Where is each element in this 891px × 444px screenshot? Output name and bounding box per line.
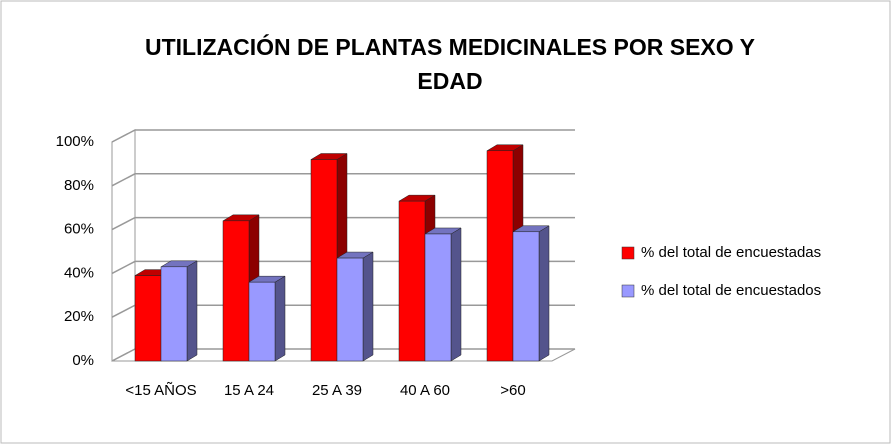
- bar-side: [362, 251, 374, 362]
- x-tick-label: 25 A 39: [311, 382, 363, 399]
- x-tick-label: >60: [500, 382, 526, 399]
- x-tick-label: 40 A 60: [399, 382, 451, 399]
- y-tick-label: 40%: [64, 264, 94, 281]
- x-tick-label: <15 AÑOS: [125, 382, 197, 399]
- bar: [160, 260, 198, 362]
- y-tick-label: 20%: [64, 308, 94, 325]
- bar-front: [512, 231, 540, 362]
- bar: [248, 275, 286, 362]
- bar-front: [160, 266, 188, 362]
- bar-side: [186, 260, 198, 362]
- back-wall: [111, 129, 136, 362]
- bar: [424, 227, 462, 362]
- bar-front: [398, 200, 426, 362]
- bar-front: [134, 275, 162, 362]
- bar-side: [274, 275, 286, 362]
- legend-label: % del total de encuestadas: [641, 244, 821, 261]
- bar-side: [538, 225, 550, 362]
- bar-front: [486, 150, 514, 362]
- y-tick-label: 100%: [56, 133, 94, 150]
- chart-title: UTILIZACIÓN DE PLANTAS MEDICINALES POR S…: [145, 34, 755, 94]
- legend-swatch: [621, 246, 635, 260]
- bar-front: [336, 257, 364, 362]
- grid-line: [111, 173, 575, 187]
- y-tick-label: 80%: [64, 177, 94, 194]
- y-tick-label: 0%: [72, 352, 94, 369]
- bar: [336, 251, 374, 362]
- bar: [512, 225, 550, 362]
- grid-line: [111, 129, 575, 143]
- bar-front: [424, 233, 452, 362]
- legend-label: % del total de encuestados: [641, 282, 821, 299]
- y-tick-label: 60%: [64, 221, 94, 238]
- bar-front: [310, 159, 338, 362]
- bar-side: [450, 227, 462, 362]
- bar-front: [248, 281, 276, 362]
- x-tick-label: 15 A 24: [223, 382, 275, 399]
- legend-swatch: [621, 284, 635, 298]
- bar-front: [222, 220, 250, 362]
